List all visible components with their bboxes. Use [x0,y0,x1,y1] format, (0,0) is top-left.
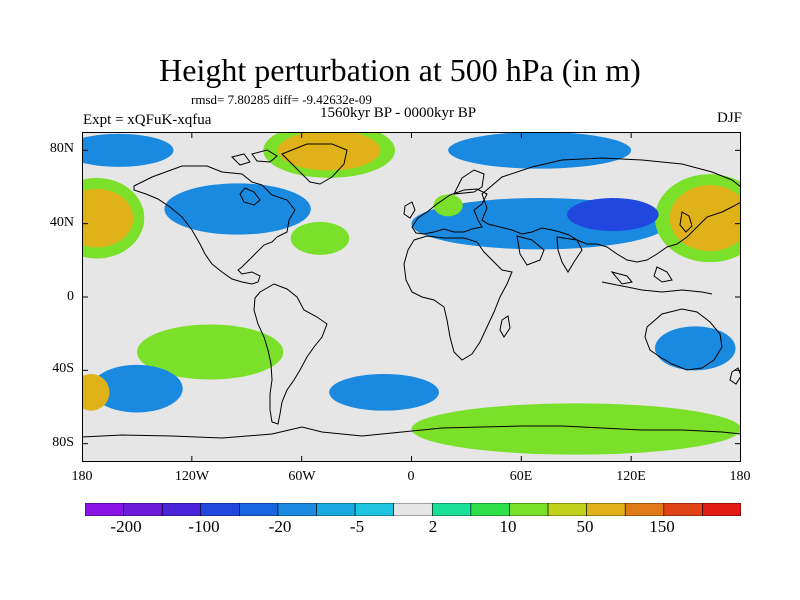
coastlines [81,143,742,439]
lon-label-180e: 180 [729,469,751,484]
colorbar-swatch [354,503,395,516]
colorbar-swatch [316,503,356,516]
colorbar-label-neg5: -5 [349,517,365,536]
anomaly-region [329,374,439,411]
colorbar [85,503,741,516]
africa-coast [403,235,513,361]
colorbar-swatch [509,503,549,516]
australia-coast [644,308,723,371]
colorbar-label-150: 150 [649,517,675,536]
colorbar-label-neg100: -100 [188,517,220,536]
colorbar-label-neg20: -20 [268,517,292,536]
plot-title: Height perturbation at 500 hPa (in m) [159,52,641,88]
arctic-islands [231,149,278,166]
anomaly-region [91,364,183,413]
madagascar [499,315,511,338]
colorbar-swatch [547,503,587,516]
colorbar-label-neg200: -200 [110,517,142,536]
new-zealand [729,367,742,385]
south-america-coast [253,283,328,425]
colorbar-swatch [277,503,317,516]
lon-label-180w: 180 [71,469,93,484]
british-isles [403,201,416,219]
colorbar-label-50: 50 [576,517,594,536]
anomaly-region [63,133,174,167]
lon-label-60e: 60E [509,469,533,484]
colorbar-label-2: 2 [428,517,438,536]
indian-subcontinent [556,236,583,273]
lat-label-80n: 80N [49,141,74,156]
anomaly-region [136,324,284,380]
map-panel [49,122,765,462]
colorbar-swatch [200,503,240,516]
rmsd-diff-text: rmsd= 7.80285 diff= -9.42632e-09 [191,92,372,107]
lon-label-120w: 120W [174,469,210,484]
colorbar-swatch [663,503,703,516]
season-text: DJF [716,110,742,126]
europe-coast [411,188,488,235]
colorbar-swatch [586,503,626,516]
anomaly-region [411,403,741,455]
contour-map [49,122,765,462]
colorbar-swatch [85,503,124,516]
indonesia [601,266,713,295]
colorbar-swatch [431,503,472,516]
lat-label-0: 0 [67,289,74,304]
anomaly-region [72,374,110,411]
colorbar-swatch [239,503,279,516]
colorbar-swatch [624,503,665,516]
period-text: 1560kyr BP - 0000kyr BP [320,105,477,121]
arabian-peninsula [516,235,545,266]
anomaly-region [290,221,350,255]
colorbar-swatch [393,503,433,516]
scandinavia [453,169,485,195]
anomaly-region [448,132,632,169]
colorbar-swatch [702,503,741,516]
lon-label-0: 0 [407,469,415,484]
anomaly-region [277,130,381,171]
colorbar-swatch [123,503,163,516]
greenland-coast [281,143,348,185]
experiment-text: Expt = xQFuK-xqfua [83,112,212,128]
colorbar-label-10: 10 [499,517,517,536]
lon-label-120e: 120E [616,469,646,484]
lat-label-40s: 40S [52,361,74,376]
antarctica-coast [81,425,742,439]
lat-label-40n: 40N [49,215,74,230]
hudson-bay [239,187,261,206]
anomaly-region [654,326,736,371]
japan [679,211,693,233]
colorbar-swatch [161,503,202,516]
anomaly-region [567,198,659,231]
lat-label-80s: 80S [52,435,74,450]
colorbar-swatch [470,503,510,516]
north-america-coast [133,165,296,285]
asia-coast [481,157,742,263]
anomaly-region [433,194,463,217]
lon-label-60w: 60W [288,469,316,484]
anomaly-region [164,183,311,235]
